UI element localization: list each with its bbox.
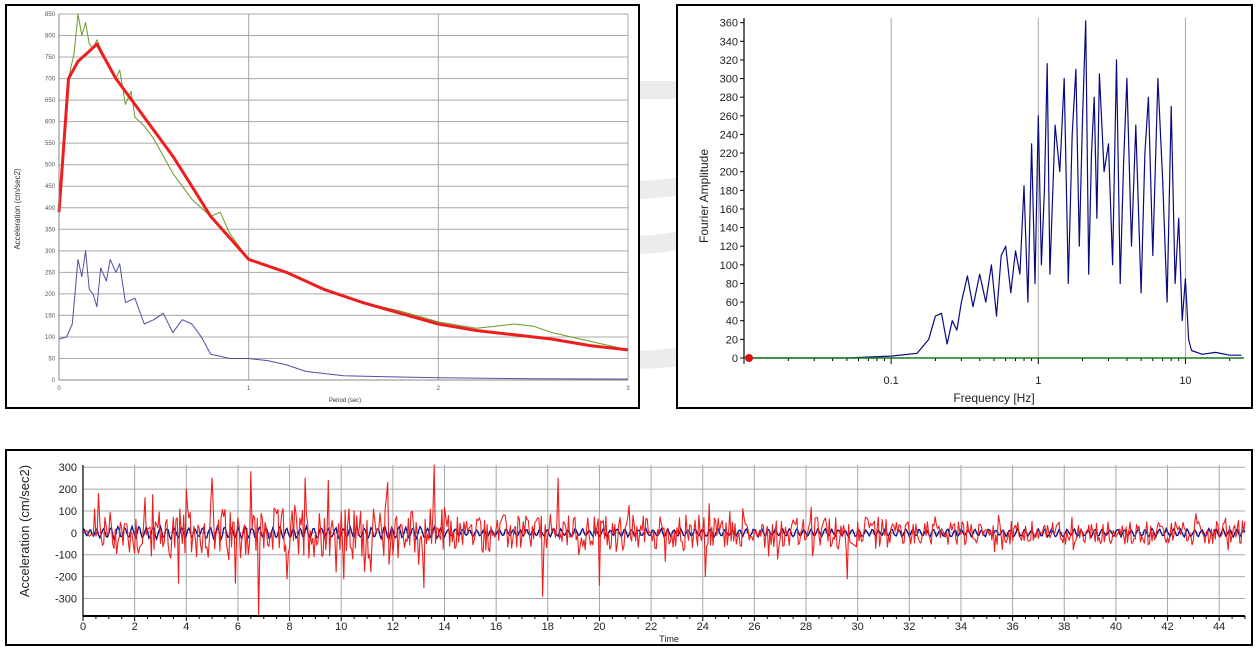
x-axis-label: Time (659, 634, 679, 644)
y-tick-label: 320 (720, 55, 738, 67)
y-tick-label: 200 (720, 167, 738, 179)
y-axis-label: Acceleration (cm/sec2) (17, 465, 32, 597)
response-spectrum-chart: 0 50 100 150 200 250 300 350 400 450 500 550 600 650 7… (5, 4, 640, 409)
x-tick-label: 22 (645, 621, 657, 633)
x-tick-label: 0.1 (883, 375, 898, 387)
x-tick-label: 0 (57, 386, 61, 392)
y-tick-label: 60 (726, 297, 738, 309)
x-tick-label: 36 (1006, 621, 1018, 633)
y-tick-label: 0 (732, 353, 738, 365)
x-tick-label: 0 (80, 621, 86, 633)
y-tick-label: 450 (45, 184, 56, 190)
y-tick-label: 0 (71, 528, 77, 540)
x-tick-label: 1 (1035, 375, 1041, 387)
y-tick-label: 240 (720, 129, 738, 141)
y-tick-label: 200 (59, 484, 77, 496)
y-tick-label: 180 (720, 185, 738, 197)
y-tick-label: 600 (45, 120, 56, 126)
series-line-navy (744, 20, 1242, 359)
x-tick-label: 34 (955, 621, 967, 633)
x-tick-label: 32 (903, 621, 915, 633)
y-tick-label: 150 (45, 313, 56, 319)
y-tick-label: 80 (726, 278, 738, 290)
x-tick-label: 12 (387, 621, 399, 633)
x-tick-label: 40 (1110, 621, 1122, 633)
y-tick-label: 220 (720, 148, 738, 160)
y-tick-label: 50 (48, 356, 55, 362)
x-tick-label: 8 (287, 621, 293, 633)
y-tick-label: 200 (45, 292, 56, 298)
y-tick-label: 340 (720, 36, 738, 48)
x-tick-label: 42 (1161, 621, 1173, 633)
y-tick-label: 100 (720, 260, 738, 272)
y-tick-label: 400 (45, 206, 56, 212)
fourier-spectrum-chart: 0.1 1 10 0 20 40 60 80 100 120 140 160 180 200 220 240 2… (676, 4, 1253, 409)
series-line-red (57, 42, 629, 352)
x-tick-label: 14 (438, 621, 450, 633)
x-axis-label: Period (sec) (329, 398, 361, 404)
series-line-blue (58, 250, 629, 380)
x-axis-label: Frequency [Hz] (953, 391, 1034, 405)
y-tick-label: 350 (45, 227, 56, 233)
series-line-green (58, 13, 629, 351)
y-tick-label: 550 (45, 141, 56, 147)
y-tick-label: 40 (726, 316, 738, 328)
response-spectrum-plot: 0 50 100 150 200 250 300 350 400 450 500 550 600 650 7… (13, 12, 630, 404)
y-tick-label: -100 (55, 550, 77, 562)
x-tick-label: 38 (1058, 621, 1070, 633)
y-tick-label: 300 (59, 462, 77, 474)
x-tick-label: 4 (183, 621, 189, 633)
x-tick-label: 2 (132, 621, 138, 633)
y-tick-label: -300 (55, 593, 77, 605)
y-tick-label: -200 (55, 572, 77, 584)
x-tick-label: 18 (542, 621, 554, 633)
y-tick-label: 20 (726, 334, 738, 346)
time-history-chart: 300 200 100 0 -100 -200 -300 0 2 4 6 8 10 12 14 16 18 20 2… (5, 449, 1253, 646)
y-tick-label: 700 (45, 77, 56, 83)
y-tick-label: 0 (52, 378, 56, 384)
y-tick-label: 750 (45, 55, 56, 61)
y-tick-label: 100 (45, 335, 56, 341)
y-tick-label: 650 (45, 98, 56, 104)
y-tick-label: 500 (45, 163, 56, 169)
y-tick-label: 260 (720, 111, 738, 123)
x-tick-label: 26 (748, 621, 760, 633)
origin-marker-icon (745, 354, 753, 362)
x-tick-label: 28 (800, 621, 812, 633)
x-tick-label: 16 (490, 621, 502, 633)
y-tick-label: 800 (45, 34, 56, 40)
y-axis-label: Fourier Amplitude (697, 149, 711, 243)
y-tick-label: 300 (45, 249, 56, 255)
x-tick-label: 10 (335, 621, 347, 633)
x-tick-label: 30 (852, 621, 864, 633)
y-tick-label: 140 (720, 223, 738, 235)
x-tick-label: 10 (1179, 375, 1191, 387)
y-tick-label: 360 (720, 18, 738, 30)
y-tick-label: 280 (720, 92, 738, 104)
y-tick-label: 850 (45, 12, 56, 18)
x-tick-label: 24 (697, 621, 709, 633)
x-tick-label: 3 (626, 386, 630, 392)
y-tick-label: 100 (59, 506, 77, 518)
x-tick-label: 6 (235, 621, 241, 633)
x-tick-label: 1 (247, 386, 251, 392)
x-tick-label: 20 (593, 621, 605, 633)
x-tick-label: 2 (437, 386, 441, 392)
series-line-red (82, 464, 1246, 617)
y-tick-label: 300 (720, 74, 738, 86)
y-tick-label: 120 (720, 241, 738, 253)
y-tick-label: 160 (720, 204, 738, 216)
fourier-spectrum-plot: 0.1 1 100204060801001201401601802002202402… (697, 18, 1244, 405)
x-tick-label: 44 (1213, 621, 1225, 633)
y-axis-label: Acceleration (cm/sec2) (13, 168, 22, 250)
y-tick-label: 250 (45, 270, 56, 276)
